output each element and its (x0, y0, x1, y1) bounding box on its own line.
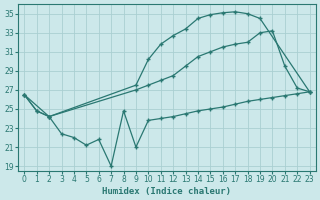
X-axis label: Humidex (Indice chaleur): Humidex (Indice chaleur) (102, 187, 231, 196)
